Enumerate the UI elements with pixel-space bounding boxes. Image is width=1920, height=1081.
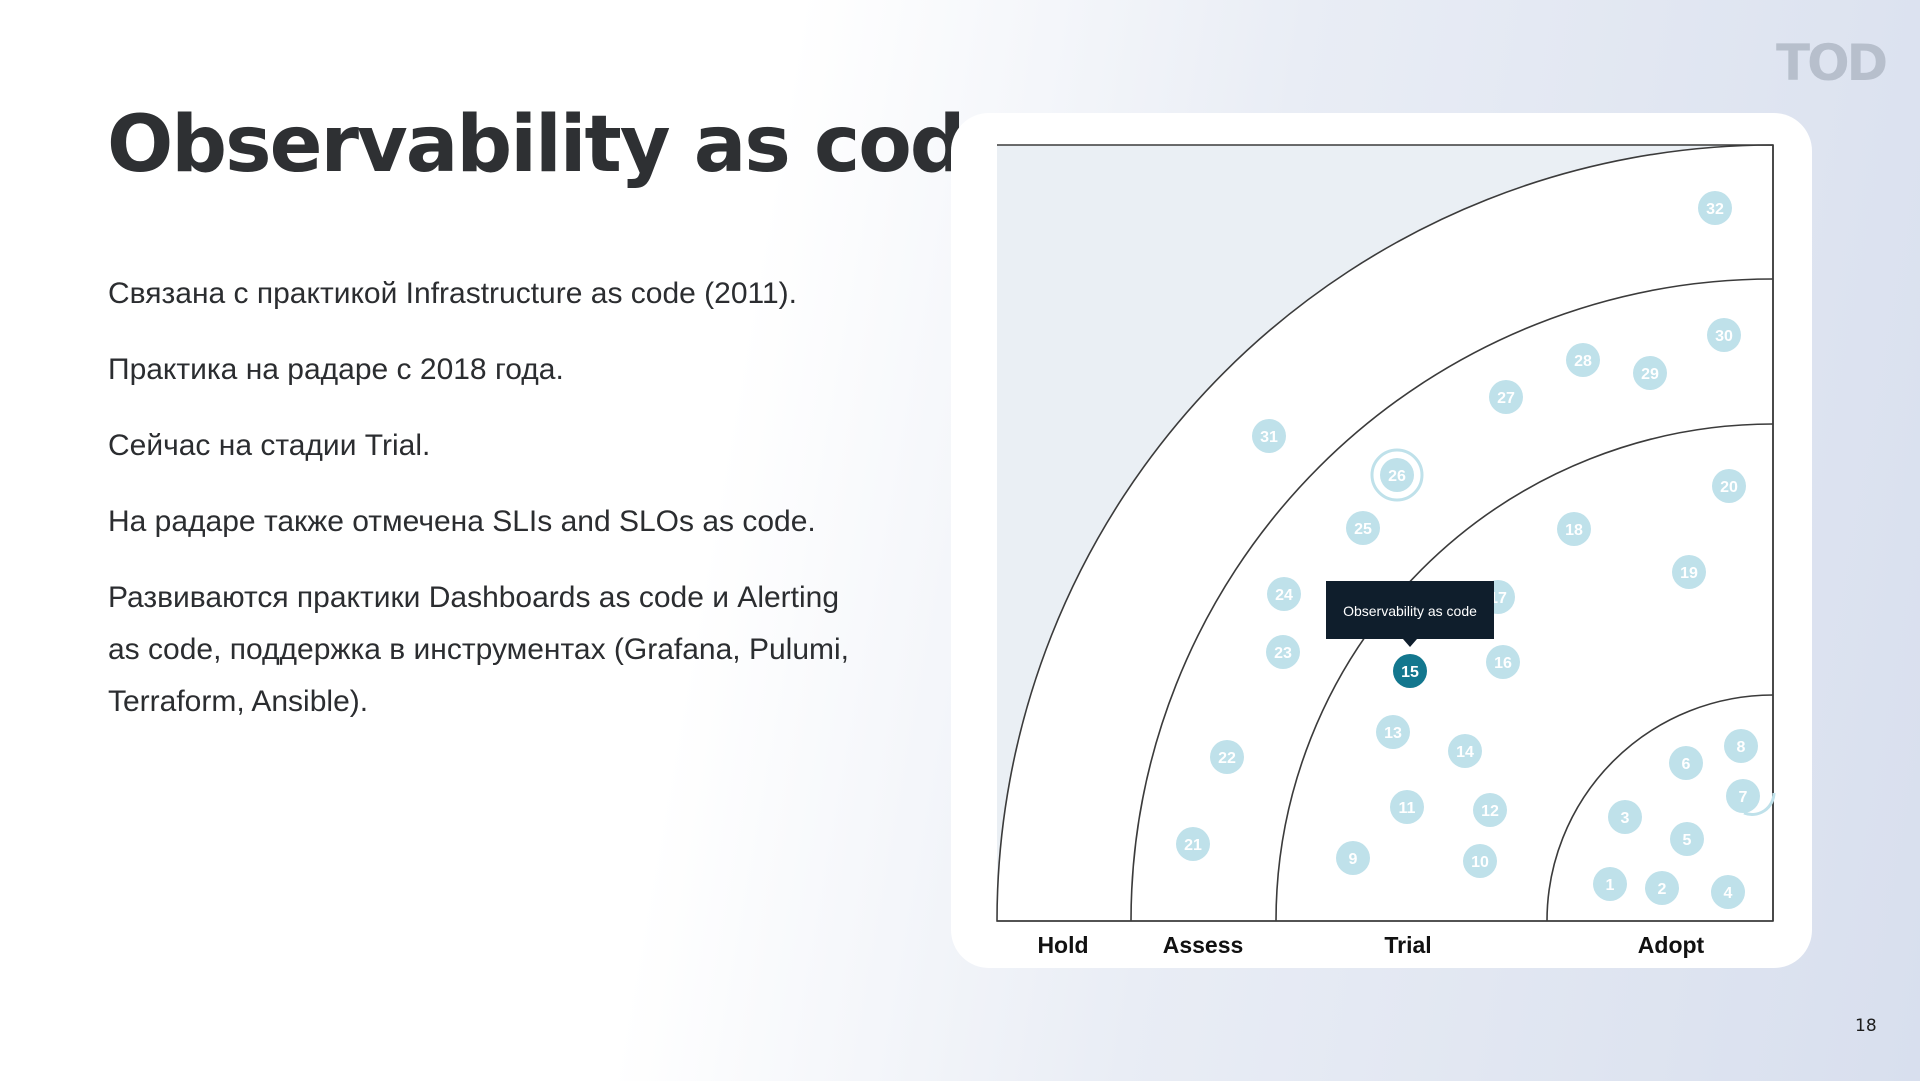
blip-label-9: 9 <box>1349 851 1358 868</box>
blip-label-10: 10 <box>1471 854 1489 871</box>
blip-2[interactable] <box>1645 871 1679 905</box>
ring-adopt-boundary <box>1546 694 1774 922</box>
blip-5[interactable] <box>1670 822 1704 856</box>
blip-tooltip: Observability as code <box>1326 581 1494 647</box>
paragraph: Связана с практикой Infrastructure as co… <box>108 277 797 310</box>
blip-label-18: 18 <box>1565 522 1583 539</box>
blip-label-23: 23 <box>1274 645 1292 662</box>
blip-label-22: 22 <box>1218 750 1236 767</box>
blip-label-19: 19 <box>1680 565 1698 582</box>
blip-20[interactable] <box>1712 469 1746 503</box>
blip-label-31: 31 <box>1260 429 1278 446</box>
blip-label-13: 13 <box>1384 725 1402 742</box>
blip-6[interactable] <box>1669 746 1703 780</box>
blip-30[interactable] <box>1707 318 1741 352</box>
blip-label-26: 26 <box>1388 468 1406 485</box>
blip-3[interactable] <box>1608 800 1642 834</box>
page-number: 18 <box>1855 1016 1877 1036</box>
blip-23[interactable] <box>1266 635 1300 669</box>
blip-19[interactable] <box>1672 555 1706 589</box>
blip-label-29: 29 <box>1641 366 1659 383</box>
blip-7-new-arc <box>1743 792 1776 816</box>
ring-assess-boundary <box>1130 278 1774 922</box>
blip-label-1: 1 <box>1606 877 1615 894</box>
blip-label-11: 11 <box>1399 800 1416 817</box>
blip-label-16: 16 <box>1494 655 1512 672</box>
slide-title: Observability as code <box>107 100 1017 190</box>
blip-27[interactable] <box>1489 380 1523 414</box>
ring-hold <box>996 144 1774 922</box>
tod-logo: TOD <box>1776 34 1888 92</box>
blip-label-4: 4 <box>1724 885 1733 902</box>
blip-18[interactable] <box>1557 512 1591 546</box>
ring-trial-boundary <box>1275 423 1774 922</box>
ring-label-assess: Assess <box>1163 932 1244 958</box>
blip-label-12: 12 <box>1481 803 1499 820</box>
slide-body: Связана с практикой Infrastructure as co… <box>108 272 868 760</box>
blip-32[interactable] <box>1698 191 1732 225</box>
blip-label-5: 5 <box>1683 832 1692 849</box>
blip-26[interactable] <box>1380 458 1414 492</box>
blip-28[interactable] <box>1566 343 1600 377</box>
tooltip-box <box>1326 581 1494 639</box>
blip-16[interactable] <box>1486 645 1520 679</box>
blip-9[interactable] <box>1336 841 1370 875</box>
blip-11[interactable] <box>1390 790 1424 824</box>
blip-15[interactable] <box>1393 654 1427 688</box>
blip-label-8: 8 <box>1737 739 1746 756</box>
blip-14[interactable] <box>1448 734 1482 768</box>
blip-10[interactable] <box>1463 844 1497 878</box>
ring-label-trial: Trial <box>1384 932 1431 958</box>
tooltip-pointer <box>1403 639 1417 647</box>
blip-label-21: 21 <box>1184 837 1202 854</box>
blip-1[interactable] <box>1593 867 1627 901</box>
blip-label-6: 6 <box>1682 756 1691 773</box>
blip-21[interactable] <box>1176 827 1210 861</box>
blip-25[interactable] <box>1346 511 1380 545</box>
blip-label-24: 24 <box>1275 587 1293 604</box>
blip-label-14: 14 <box>1456 744 1474 761</box>
blip-label-30: 30 <box>1715 328 1733 345</box>
blip-24[interactable] <box>1267 577 1301 611</box>
blip-label-2: 2 <box>1658 881 1667 898</box>
paragraph: Сейчас на стадии Trial. <box>108 429 431 462</box>
ring-label-adopt: Adopt <box>1638 932 1705 958</box>
blip-13[interactable] <box>1376 715 1410 749</box>
blip-31[interactable] <box>1252 419 1286 453</box>
blip-26-new-ring <box>1370 448 1424 502</box>
ring-label-hold: Hold <box>1037 932 1088 958</box>
blip-label-25: 25 <box>1354 521 1372 538</box>
blip-4[interactable] <box>1711 875 1745 909</box>
blip-label-28: 28 <box>1574 353 1592 370</box>
blip-22[interactable] <box>1210 740 1244 774</box>
blip-8[interactable] <box>1724 729 1758 763</box>
paragraph: Развиваются практики Dashboards as code … <box>108 581 850 718</box>
blip-label-3: 3 <box>1621 810 1630 827</box>
paragraph: Практика на радаре с 2018 года. <box>108 353 564 386</box>
blip-label-15: 15 <box>1401 664 1419 681</box>
blip-label-20: 20 <box>1720 479 1738 496</box>
blip-29[interactable] <box>1633 356 1667 390</box>
tooltip-text: Observability as code <box>1343 603 1477 619</box>
blip-12[interactable] <box>1473 793 1507 827</box>
blip-7[interactable] <box>1726 779 1760 813</box>
blip-label-7: 7 <box>1739 789 1748 806</box>
blip-label-27: 27 <box>1497 390 1515 407</box>
blip-label-32: 32 <box>1706 201 1724 218</box>
radar-card: Hold Assess Trial Adopt 1 2 3 4 5 6 7 8 9 10 11 12 1… <box>951 113 1812 968</box>
paragraph: На радаре также отмечена SLIs and SLOs a… <box>108 505 816 538</box>
